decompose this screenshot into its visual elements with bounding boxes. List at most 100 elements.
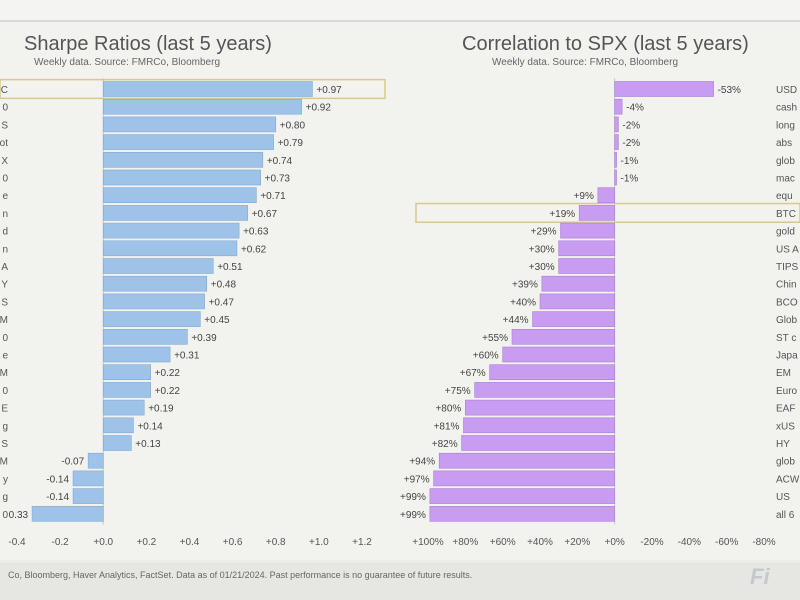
sharpe-category-label: 0 — [2, 174, 8, 185]
sharpe-bar — [31, 505, 104, 522]
sharpe-category-label: Y — [1, 280, 8, 291]
sharpe-tick-label: +1.0 — [309, 537, 329, 548]
sharpe-bar — [102, 169, 261, 186]
correlation-bar — [511, 328, 615, 345]
correlation-bar — [433, 470, 615, 487]
sharpe-bar — [102, 346, 171, 363]
correlation-data-label: +29% — [531, 227, 557, 238]
correlation-bar — [614, 116, 619, 133]
sharpe-bar — [102, 328, 188, 345]
sharpe-category-label: 0 — [2, 386, 8, 397]
sharpe-data-label: +0.31 — [174, 351, 200, 362]
correlation-data-label: +9% — [574, 191, 594, 202]
correlation-bar — [429, 505, 615, 522]
sharpe-data-label: +0.80 — [280, 120, 306, 131]
correlation-bar — [463, 417, 615, 434]
sharpe-category-label: M — [0, 368, 8, 379]
sharpe-tick-label: +0.4 — [180, 537, 200, 548]
sharpe-category-label: A — [1, 262, 8, 273]
sharpe-bar — [102, 205, 249, 221]
correlation-bar — [558, 240, 615, 257]
sharpe-data-label: +0.22 — [155, 386, 181, 397]
sharpe-data-label: +0.71 — [260, 191, 286, 202]
sharpe-data-label: +0.79 — [278, 138, 304, 149]
correlation-tick-label: -20% — [640, 537, 663, 548]
correlation-data-label: +94% — [409, 457, 435, 468]
correlation-highlight-box — [415, 202, 800, 224]
correlation-bar — [578, 205, 615, 221]
correlation-data-label: +80% — [435, 404, 461, 415]
correlation-tick-label: -40% — [678, 537, 701, 548]
sharpe-data-label: -0.14 — [46, 492, 69, 503]
sharpe-category-label: 0 — [2, 333, 8, 344]
sharpe-tick-label: +0.0 — [93, 537, 113, 548]
correlation-category-label: glob — [776, 457, 795, 468]
correlation-data-label: +44% — [503, 315, 529, 326]
correlation-data-label: +19% — [549, 209, 575, 220]
correlation-bar — [614, 134, 619, 150]
correlation-chart-title: Correlation to SPX (last 5 years) — [462, 33, 749, 55]
correlation-bar — [597, 187, 615, 203]
sharpe-bar — [102, 240, 238, 257]
correlation-tick-label: -60% — [715, 537, 738, 548]
correlation-category-label: TIPS — [776, 262, 799, 273]
correlation-bar — [614, 169, 617, 186]
sharpe-tick-label: +0.6 — [223, 537, 243, 548]
correlation-data-label: +97% — [404, 474, 430, 485]
sharpe-category-label: e — [2, 351, 8, 362]
sharpe-data-label: +0.62 — [241, 244, 267, 255]
correlation-bar — [438, 452, 615, 469]
correlation-bar — [560, 222, 615, 239]
sharpe-category-label: e — [2, 191, 8, 202]
sharpe-bar — [102, 364, 151, 381]
correlation-bar — [558, 258, 615, 274]
correlation-bar — [539, 293, 615, 310]
correlation-chart-subtitle: Weekly data. Source: FMRCo, Bloomberg — [492, 57, 679, 68]
correlation-category-label: Japa — [776, 351, 798, 362]
correlation-category-label: ACW — [776, 474, 800, 485]
sharpe-bar — [102, 116, 277, 133]
correlation-category-label: USD — [776, 85, 797, 96]
correlation-bar — [474, 382, 615, 398]
sharpe-tick-label: -0.4 — [8, 537, 26, 548]
correlation-bar — [614, 152, 617, 168]
sharpe-tick-label: +0.2 — [137, 537, 157, 548]
correlation-tick-label: +100% — [412, 537, 444, 548]
sharpe-data-label: -0.14 — [46, 474, 69, 485]
correlation-data-label: -1% — [621, 156, 639, 167]
sharpe-category-label: S — [1, 439, 8, 450]
sharpe-data-label: +0.74 — [267, 156, 293, 167]
correlation-data-label: +60% — [473, 351, 499, 362]
correlation-category-label: abs — [776, 138, 792, 149]
correlation-category-label: cash — [776, 103, 797, 114]
sharpe-bar — [72, 488, 104, 504]
correlation-category-label: Glob — [776, 315, 798, 326]
correlation-data-label: -2% — [622, 120, 640, 131]
correlation-data-label: +40% — [510, 297, 536, 308]
correlation-data-label: +30% — [529, 244, 555, 255]
sharpe-data-label: +0.63 — [243, 227, 269, 238]
sharpe-data-label: +0.67 — [252, 209, 278, 220]
correlation-bar — [489, 364, 615, 381]
sharpe-bar — [102, 187, 257, 203]
correlation-data-label: +82% — [432, 439, 458, 450]
correlation-category-label: glob — [776, 156, 795, 167]
sharpe-bar — [102, 222, 240, 239]
sharpe-data-label: +0.51 — [217, 262, 243, 273]
sharpe-data-label: +0.19 — [148, 404, 174, 415]
correlation-category-label: long — [776, 120, 795, 131]
sharpe-bar — [72, 470, 104, 487]
sharpe-category-label: X — [1, 156, 8, 167]
correlation-data-label: -2% — [622, 138, 640, 149]
sharpe-category-label: S — [1, 120, 8, 131]
correlation-tick-label: +40% — [527, 537, 553, 548]
sharpe-category-label: y — [3, 474, 8, 485]
brand-logo: Fi — [750, 564, 770, 589]
correlation-category-label: gold — [776, 227, 795, 238]
sharpe-data-label: -0.07 — [61, 457, 84, 468]
correlation-category-label: all 6 — [776, 510, 795, 521]
correlation-data-label: -4% — [626, 103, 644, 114]
correlation-data-label: -53% — [718, 85, 741, 96]
correlation-tick-label: +80% — [452, 537, 478, 548]
